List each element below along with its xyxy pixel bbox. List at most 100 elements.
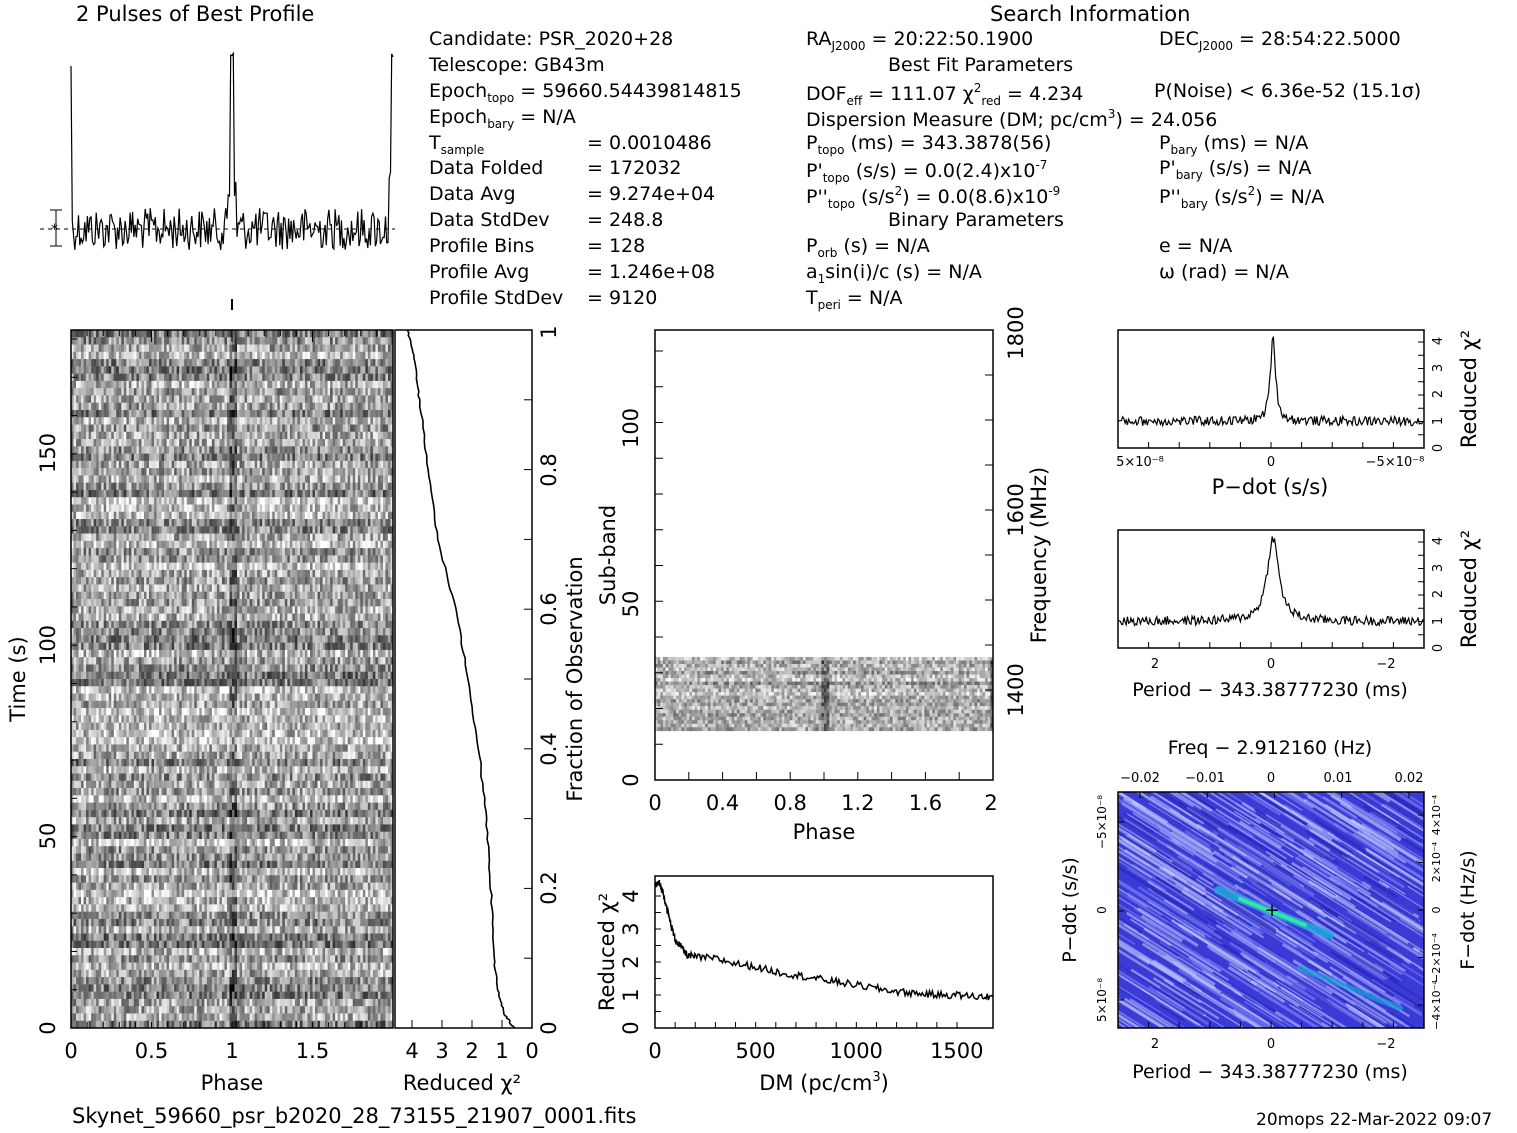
time-phase-cell [237, 337, 240, 345]
time-phase-cell [93, 511, 97, 520]
time-phase-cell [254, 489, 258, 498]
time-phase-cell [194, 475, 198, 483]
time-phase-cell [262, 337, 266, 345]
time-phase-cell [86, 395, 89, 404]
time-phase-cell [138, 424, 142, 433]
time-phase-cell [171, 482, 175, 491]
time-phase-cell [352, 468, 356, 476]
time-phase-cell [184, 409, 188, 418]
time-phase-cell [143, 562, 147, 571]
time-phase-cell [216, 359, 220, 367]
time-phase-cell [91, 373, 94, 382]
time-phase-cell [81, 417, 84, 425]
time-phase-cell [146, 359, 150, 367]
time-phase-cell [304, 482, 308, 491]
time-phase-cell [121, 562, 125, 571]
time-phase-cell [151, 526, 155, 534]
time-phase-cell [116, 548, 120, 556]
time-phase-cell [302, 497, 306, 505]
time-phase-cell [126, 591, 130, 600]
time-phase-cell [377, 417, 381, 425]
time-phase-cell [297, 577, 301, 585]
time-phase-cell [103, 475, 107, 483]
time-phase-cell [194, 439, 198, 447]
time-phase-cell [289, 511, 293, 520]
time-phase-cell [287, 540, 291, 549]
time-phase-cell [299, 380, 303, 389]
time-phase-cell [174, 533, 177, 542]
time-phase-cell [315, 555, 318, 563]
time-phase-cell [164, 446, 167, 454]
time-phase-cell [194, 591, 198, 600]
time-phase-cell [249, 337, 253, 345]
time-phase-cell [340, 409, 343, 418]
time-phase-cell [169, 424, 172, 433]
time-phase-cell [372, 497, 376, 505]
time-phase-cell [138, 519, 142, 527]
time-phase-cell [113, 475, 117, 483]
time-phase-cell [330, 504, 333, 513]
time-phase-cell [234, 540, 238, 549]
time-phase-cell [234, 511, 238, 520]
time-phase-cell [279, 330, 283, 338]
time-phase-cell [103, 482, 107, 491]
time-phase-cell [302, 475, 306, 483]
time-phase-cell [169, 417, 172, 425]
time-phase-cell [161, 482, 165, 491]
time-phase-cell [229, 562, 233, 571]
time-phase-cell [138, 409, 142, 418]
time-phase-cell [206, 504, 210, 513]
time-phase-cell [264, 599, 268, 607]
time-phase-cell [254, 424, 258, 433]
time-phase-cell [154, 366, 157, 374]
time-phase-cell [242, 599, 245, 607]
time-phase-cell [106, 409, 110, 418]
time-phase-cell [219, 366, 223, 374]
time-phase-cell [242, 417, 245, 425]
time-phase-cell [224, 569, 228, 578]
time-phase-cell [169, 409, 172, 418]
time-phase-cell [179, 344, 182, 353]
time-phase-cell [350, 431, 354, 440]
time-phase-cell [377, 577, 381, 585]
time-phase-cell [357, 540, 361, 549]
time-phase-cell [128, 409, 132, 418]
time-phase-cell [131, 330, 135, 338]
time-phase-cell [221, 409, 225, 418]
time-phase-cell [385, 548, 389, 556]
time-phase-cell [277, 446, 281, 454]
time-phase-cell [282, 417, 286, 425]
time-phase-cell [287, 330, 291, 338]
time-phase-cell [216, 468, 220, 476]
time-phase-cell [211, 417, 215, 425]
time-phase-cell [116, 330, 120, 338]
time-phase-cell [252, 533, 255, 542]
time-phase-cell [289, 577, 293, 585]
time-phase-cell [136, 504, 140, 513]
time-phase-cell [96, 417, 99, 425]
time-phase-cell [211, 395, 215, 404]
time-phase-cell [128, 599, 132, 607]
time-phase-cell [161, 453, 165, 462]
time-phase-cell [262, 417, 266, 425]
time-phase-cell [277, 330, 281, 338]
time-phase-cell [355, 453, 359, 462]
time-phase-cell [347, 446, 351, 454]
time-phase-cell [161, 344, 165, 353]
time-phase-cell [229, 468, 233, 476]
time-phase-cell [317, 482, 321, 491]
time-phase-cell [201, 402, 205, 411]
time-phase-cell [264, 526, 268, 534]
time-phase-cell [287, 373, 291, 382]
time-phase-cell [312, 337, 316, 345]
time-phase-cell [375, 511, 379, 520]
time-phase-cell [126, 468, 130, 476]
time-phase-cell [199, 351, 203, 360]
time-phase-cell [387, 540, 391, 549]
time-phase-cell [181, 431, 185, 440]
time-phase-cell [335, 373, 338, 382]
time-phase-cell [315, 540, 318, 549]
time-phase-cell [297, 555, 301, 563]
time-phase-cell [143, 606, 147, 614]
time-phase-cell [350, 591, 354, 600]
